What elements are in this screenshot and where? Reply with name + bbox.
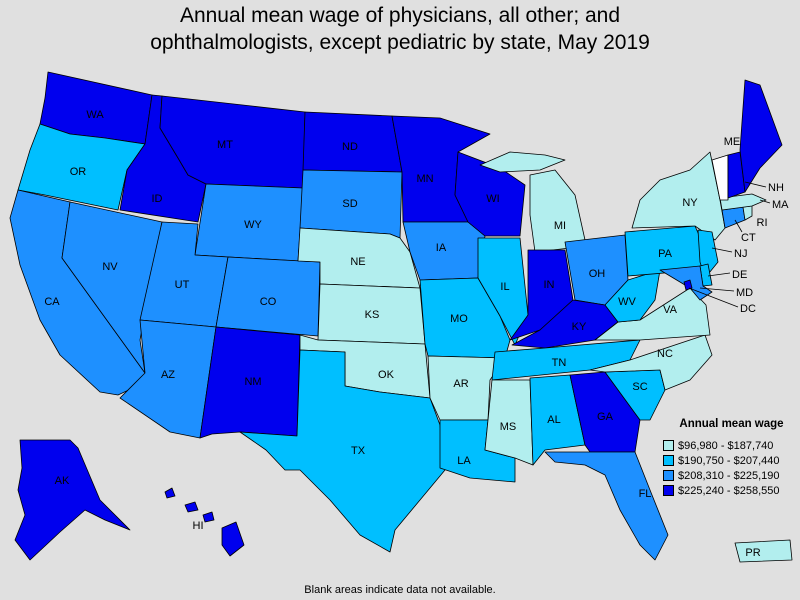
leader-line-ma — [759, 199, 771, 204]
legend-swatch — [663, 485, 674, 496]
state-label-md: MD — [736, 287, 753, 299]
state-label-id: ID — [152, 193, 163, 205]
leader-line-nj — [711, 247, 733, 253]
state-or[interactable] — [17, 123, 146, 211]
state-label-ne: NE — [350, 256, 365, 268]
legend-title: Annual mean wage — [679, 418, 784, 430]
state-label-il: IL — [500, 281, 509, 293]
legend-label: $225,240 - $258,550 — [678, 484, 780, 497]
state-label-ga: GA — [597, 411, 614, 423]
legend-swatch — [663, 440, 674, 451]
state-label-pr: PR — [745, 547, 760, 559]
state-me[interactable] — [739, 79, 783, 193]
state-ny[interactable] — [631, 151, 726, 241]
state-tx[interactable] — [239, 349, 446, 553]
state-ak[interactable] — [14, 439, 131, 561]
state-label-ms: MS — [500, 421, 517, 433]
state-label-mo: MO — [450, 313, 468, 325]
state-labels: WA OR CA NV ID MT WY UT AZ CO NM ND SD N… — [44, 109, 789, 559]
leader-line-de — [707, 272, 731, 277]
state-label-wv: WV — [618, 296, 636, 308]
state-label-mi: MI — [554, 220, 566, 232]
state-label-va: VA — [663, 304, 678, 316]
footnote: Blank areas indicate data not available. — [304, 584, 496, 596]
state-label-ri: RI — [757, 217, 768, 229]
state-label-co: CO — [260, 296, 277, 308]
title-line-1: Annual mean wage of physicians, all othe… — [179, 4, 621, 27]
state-label-or: OR — [70, 166, 87, 178]
leader-line-dc — [688, 287, 739, 308]
state-label-ky: KY — [572, 321, 587, 333]
legend-label: $208,310 - $225,190 — [678, 469, 780, 482]
legend-label: $96,980 - $187,740 — [678, 439, 774, 452]
state-label-az: AZ — [161, 369, 175, 381]
state-label-hi: HI — [193, 520, 204, 532]
state-ma[interactable] — [719, 193, 767, 211]
leader-line-md — [699, 287, 735, 292]
state-nv[interactable] — [61, 201, 163, 374]
state-label-nc: NC — [657, 348, 673, 360]
state-label-fl: FL — [639, 488, 652, 500]
legend-label: $190,750 - $207,440 — [678, 454, 780, 467]
state-label-al: AL — [547, 414, 560, 426]
state-ct[interactable] — [721, 206, 746, 229]
leader-line-ct — [734, 219, 743, 233]
state-label-sc: SC — [632, 381, 647, 393]
legend-swatch — [663, 470, 674, 481]
legend-item: $96,980 - $187,740 — [663, 438, 800, 453]
state-label-ct: CT — [741, 232, 756, 244]
legend: Annual mean wage $96,980 - $187,740 $190… — [663, 418, 800, 498]
state-vt[interactable] — [711, 154, 729, 201]
state-nc[interactable] — [589, 334, 713, 391]
map-title: Annual mean wage of physicians, all othe… — [0, 2, 800, 56]
state-label-ks: KS — [365, 309, 380, 321]
state-label-ma: MA — [772, 199, 789, 211]
state-label-oh: OH — [589, 268, 606, 280]
state-label-nm: NM — [244, 376, 261, 388]
state-label-nh: NH — [768, 182, 784, 194]
state-shapes — [9, 71, 793, 563]
state-label-la: LA — [457, 455, 471, 467]
title-line-2: ophthalmologists, except pediatric by st… — [150, 31, 650, 54]
state-label-ut: UT — [175, 279, 190, 291]
state-label-nv: NV — [102, 261, 118, 273]
state-label-wa: WA — [86, 109, 104, 121]
state-label-wy: WY — [244, 219, 262, 231]
legend-swatch — [663, 455, 674, 466]
state-hi[interactable] — [164, 487, 245, 557]
state-label-in: IN — [544, 279, 555, 291]
state-label-ok: OK — [378, 369, 395, 381]
state-dc[interactable] — [683, 279, 693, 291]
state-label-ny: NY — [682, 197, 698, 209]
state-label-tx: TX — [351, 445, 366, 457]
state-label-mn: MN — [416, 173, 433, 185]
legend-item: $190,750 - $207,440 — [663, 453, 800, 468]
state-label-sd: SD — [342, 198, 357, 210]
state-al[interactable] — [529, 374, 586, 466]
state-label-ak: AK — [55, 475, 70, 487]
state-label-de: DE — [732, 269, 747, 281]
state-label-me: ME — [724, 136, 741, 148]
state-wv[interactable] — [604, 269, 661, 323]
leader-line-nh — [744, 181, 767, 188]
state-label-mt: MT — [217, 139, 233, 151]
state-label-pa: PA — [658, 248, 673, 260]
legend-item: $208,310 - $225,190 — [663, 468, 800, 483]
state-label-ca: CA — [44, 296, 60, 308]
state-label-nd: ND — [342, 141, 358, 153]
state-fl[interactable] — [544, 451, 669, 561]
state-pr[interactable] — [734, 539, 793, 563]
state-label-wi: WI — [486, 193, 499, 205]
state-label-dc: DC — [740, 303, 756, 315]
state-label-tn: TN — [552, 357, 567, 369]
legend-item: $225,240 - $258,550 — [663, 483, 800, 498]
state-label-nj: NJ — [734, 248, 747, 260]
state-label-ia: IA — [436, 242, 447, 254]
state-ri[interactable] — [742, 205, 753, 221]
state-label-ar: AR — [453, 378, 468, 390]
